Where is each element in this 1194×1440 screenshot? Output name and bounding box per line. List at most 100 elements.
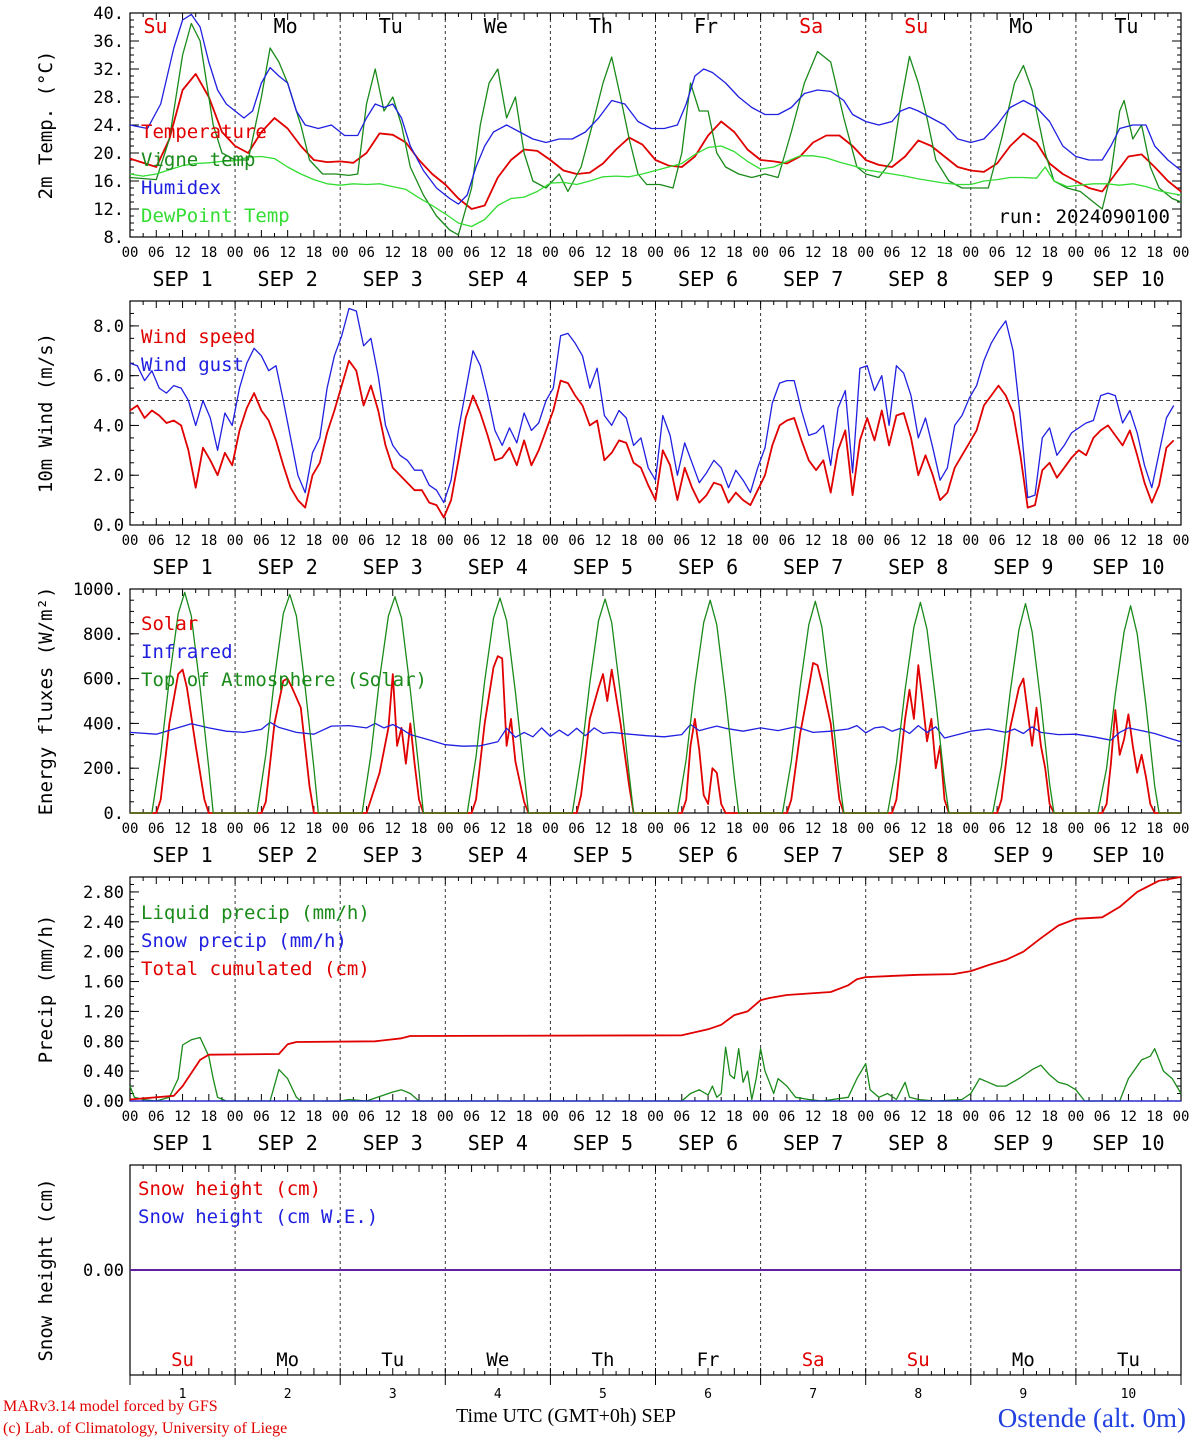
hour-label: 06 xyxy=(884,821,901,837)
y-tick-label: 24. xyxy=(93,116,124,136)
hour-label: 00 xyxy=(227,533,244,549)
hour-label: 00 xyxy=(227,245,244,261)
hour-label: 06 xyxy=(778,821,795,837)
date-label: SEP 6 xyxy=(678,843,738,867)
hour-label: 00 xyxy=(542,245,559,261)
y-tick-label: 12. xyxy=(93,200,124,220)
hour-label: 18 xyxy=(516,245,533,261)
hour-label: 00 xyxy=(962,821,979,837)
hour-label: 18 xyxy=(1146,533,1163,549)
hour-label: 06 xyxy=(148,533,165,549)
hour-label: 06 xyxy=(253,821,270,837)
hour-label: 18 xyxy=(831,245,848,261)
weekday-label-top: Tu xyxy=(1114,14,1138,38)
hour-label: 06 xyxy=(989,533,1006,549)
weekday-label-bottom: Su xyxy=(171,1349,194,1371)
hour-label: 18 xyxy=(621,1109,638,1125)
legend-entry: Snow height (cm) xyxy=(138,1178,321,1200)
hour-label: 12 xyxy=(384,533,401,549)
y-axis-label: 2m Temp. (°C) xyxy=(35,51,57,200)
weekday-label-top: Su xyxy=(144,14,168,38)
hour-label: 18 xyxy=(516,821,533,837)
y-tick-label: 32. xyxy=(93,60,124,80)
day-number-label: 9 xyxy=(1019,1387,1027,1402)
hour-label: 06 xyxy=(778,1109,795,1125)
hour-label: 18 xyxy=(621,533,638,549)
hour-label: 12 xyxy=(1120,821,1137,837)
hour-label: 12 xyxy=(1120,245,1137,261)
y-tick-label: 0.80 xyxy=(83,1032,124,1052)
hour-label: 12 xyxy=(700,533,717,549)
hour-label: 06 xyxy=(253,1109,270,1125)
hour-label: 18 xyxy=(305,1109,322,1125)
hour-label: 00 xyxy=(542,1109,559,1125)
hour-label: 18 xyxy=(1146,1109,1163,1125)
date-label: SEP 10 xyxy=(1092,267,1164,291)
hour-label: 18 xyxy=(936,821,953,837)
y-tick-label: 600. xyxy=(83,670,124,690)
day-number-label: 6 xyxy=(704,1387,712,1402)
hour-label: 18 xyxy=(936,1109,953,1125)
hour-label: 18 xyxy=(1041,1109,1058,1125)
hour-label: 00 xyxy=(647,533,664,549)
legend-entry: Temperature xyxy=(141,121,267,143)
hour-label: 06 xyxy=(778,245,795,261)
hour-label: 06 xyxy=(463,533,480,549)
hour-label: 12 xyxy=(279,533,296,549)
hour-label: 18 xyxy=(200,533,217,549)
weekday-label-top: Mo xyxy=(1009,14,1033,38)
hour-label: 12 xyxy=(489,821,506,837)
date-label: SEP 1 xyxy=(152,843,212,867)
hour-label: 12 xyxy=(595,245,612,261)
hour-label: 12 xyxy=(910,1109,927,1125)
hour-label: 06 xyxy=(673,821,690,837)
y-axis-label: 10m Wind (m/s) xyxy=(35,333,57,493)
y-tick-label: 400. xyxy=(83,714,124,734)
hour-label: 06 xyxy=(253,245,270,261)
hour-label: 18 xyxy=(621,245,638,261)
date-label: SEP 9 xyxy=(993,843,1053,867)
hour-label: 00 xyxy=(227,821,244,837)
weekday-label-top: Tu xyxy=(379,14,403,38)
y-tick-label: 800. xyxy=(83,625,124,645)
date-label: SEP 7 xyxy=(783,843,843,867)
date-label: SEP 10 xyxy=(1092,555,1164,579)
hour-label: 12 xyxy=(1015,821,1032,837)
y-axis-label: Snow height (cm) xyxy=(35,1178,57,1361)
hour-label: 18 xyxy=(1146,245,1163,261)
hour-label: 06 xyxy=(989,821,1006,837)
series-line xyxy=(129,359,1175,519)
legend-entry: Snow precip (mm/h) xyxy=(141,930,347,952)
hour-label: 06 xyxy=(358,245,375,261)
hour-label: 06 xyxy=(884,533,901,549)
hour-label: 12 xyxy=(910,821,927,837)
hour-label: 00 xyxy=(752,533,769,549)
hour-label: 12 xyxy=(805,1109,822,1125)
date-label: SEP 9 xyxy=(993,267,1053,291)
hour-label: 18 xyxy=(936,245,953,261)
date-label: SEP 9 xyxy=(993,555,1053,579)
hour-label: 00 xyxy=(962,533,979,549)
date-label: SEP 4 xyxy=(468,267,528,291)
hour-label: 18 xyxy=(726,245,743,261)
hour-label: 00 xyxy=(227,1109,244,1125)
weekday-label-bottom: Th xyxy=(592,1349,615,1371)
hour-label: 00 xyxy=(647,821,664,837)
hour-label: 12 xyxy=(489,533,506,549)
legend-entry: Snow height (cm W.E.) xyxy=(138,1206,378,1228)
date-label: SEP 1 xyxy=(152,1131,212,1155)
hour-label: 00 xyxy=(437,1109,454,1125)
weekday-label-bottom: Tu xyxy=(1117,1349,1140,1371)
station-name: Ostende (alt. 0m) xyxy=(997,1403,1186,1433)
hour-label: 18 xyxy=(200,245,217,261)
date-label: SEP 5 xyxy=(573,267,633,291)
hour-label: 12 xyxy=(805,821,822,837)
weekday-label-bottom: We xyxy=(486,1349,509,1371)
hour-label: 06 xyxy=(884,1109,901,1125)
date-label: SEP 7 xyxy=(783,267,843,291)
day-number-label: 7 xyxy=(809,1387,817,1402)
hour-label: 18 xyxy=(516,533,533,549)
hour-label: 12 xyxy=(279,821,296,837)
weekday-label-bottom: Mo xyxy=(276,1349,299,1371)
series-line xyxy=(129,721,1182,747)
